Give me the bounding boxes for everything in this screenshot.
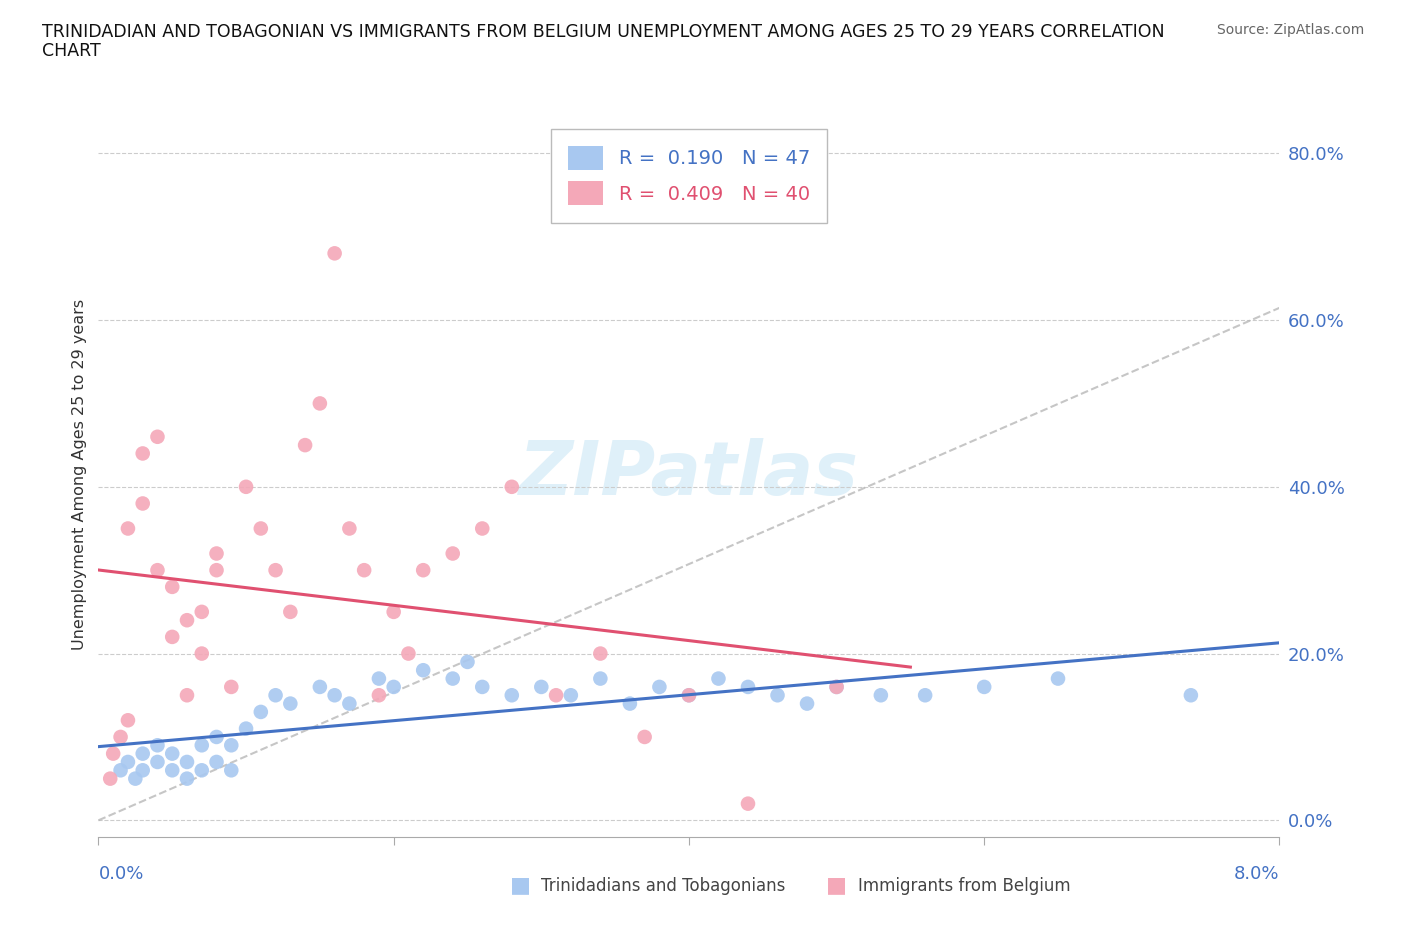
Point <box>737 796 759 811</box>
Legend: R =  0.190   N = 47, R =  0.409   N = 40: R = 0.190 N = 47, R = 0.409 N = 40 <box>551 128 827 222</box>
Text: Trinidadians and Tobagonians: Trinidadians and Tobagonians <box>541 877 786 895</box>
Point <box>633 729 655 744</box>
Point <box>678 688 700 703</box>
Point <box>132 746 155 761</box>
Point <box>176 613 198 628</box>
Point <box>382 680 405 695</box>
Point <box>132 496 155 511</box>
Point <box>471 521 494 536</box>
Point <box>825 680 848 695</box>
Point <box>205 754 228 769</box>
Point <box>191 737 214 752</box>
Point <box>353 563 375 578</box>
Point <box>546 688 568 703</box>
Point <box>146 754 169 769</box>
Point <box>869 688 891 703</box>
Point <box>162 579 183 594</box>
Point <box>117 754 139 769</box>
Point <box>162 630 183 644</box>
Point <box>264 688 287 703</box>
Point <box>589 671 612 686</box>
Point <box>278 604 302 619</box>
Point <box>162 746 183 761</box>
Point <box>308 680 332 695</box>
Point <box>162 763 183 777</box>
Point <box>132 446 155 461</box>
Point <box>110 763 132 777</box>
Text: TRINIDADIAN AND TOBAGONIAN VS IMMIGRANTS FROM BELGIUM UNEMPLOYMENT AMONG AGES 25: TRINIDADIAN AND TOBAGONIAN VS IMMIGRANTS… <box>42 23 1164 41</box>
Point <box>146 430 169 445</box>
Text: Immigrants from Belgium: Immigrants from Belgium <box>858 877 1070 895</box>
Point <box>501 479 523 494</box>
Point <box>678 688 700 703</box>
Point <box>441 546 464 561</box>
Point <box>191 604 214 619</box>
Point <box>796 697 818 711</box>
Point <box>456 655 478 670</box>
Text: ■: ■ <box>510 874 530 895</box>
Point <box>176 688 198 703</box>
Point <box>501 688 523 703</box>
Point <box>235 479 257 494</box>
Point <box>191 763 214 777</box>
Point <box>117 521 139 536</box>
Point <box>205 563 228 578</box>
Point <box>219 763 242 777</box>
Point <box>278 697 302 711</box>
Point <box>176 771 198 786</box>
Point <box>191 646 214 661</box>
Point <box>412 563 434 578</box>
Point <box>589 646 612 661</box>
Point <box>367 671 389 686</box>
Point <box>110 729 132 744</box>
Y-axis label: Unemployment Among Ages 25 to 29 years: Unemployment Among Ages 25 to 29 years <box>72 299 87 650</box>
Point <box>707 671 730 686</box>
Point <box>205 729 228 744</box>
Point <box>337 697 360 711</box>
Point <box>530 680 553 695</box>
Point <box>323 246 346 260</box>
Point <box>235 721 257 736</box>
Point <box>382 604 405 619</box>
Point <box>205 546 228 561</box>
Point <box>146 563 169 578</box>
Point <box>1180 688 1202 703</box>
Point <box>103 746 125 761</box>
Point <box>471 680 494 695</box>
Text: 8.0%: 8.0% <box>1234 865 1279 883</box>
Point <box>1046 671 1069 686</box>
Point <box>294 438 316 453</box>
Point <box>264 563 287 578</box>
Point <box>367 688 389 703</box>
Point <box>219 680 242 695</box>
Point <box>737 680 759 695</box>
Point <box>560 688 582 703</box>
Point <box>766 688 789 703</box>
Text: 0.0%: 0.0% <box>98 865 143 883</box>
Point <box>396 646 419 661</box>
Point <box>308 396 332 411</box>
Point <box>176 754 198 769</box>
Point <box>146 737 169 752</box>
Text: Source: ZipAtlas.com: Source: ZipAtlas.com <box>1216 23 1364 37</box>
Point <box>250 521 273 536</box>
Point <box>619 697 641 711</box>
Point <box>337 521 360 536</box>
Point <box>132 763 155 777</box>
Point <box>117 712 139 727</box>
Point <box>250 705 273 720</box>
Point <box>914 688 936 703</box>
Point <box>441 671 464 686</box>
Text: ■: ■ <box>827 874 846 895</box>
Text: CHART: CHART <box>42 42 101 60</box>
Point <box>124 771 146 786</box>
Point <box>648 680 671 695</box>
Point <box>98 771 121 786</box>
Point <box>973 680 995 695</box>
Text: ZIPatlas: ZIPatlas <box>519 438 859 511</box>
Point <box>412 663 434 678</box>
Point <box>219 737 242 752</box>
Point <box>825 680 848 695</box>
Point <box>323 688 346 703</box>
